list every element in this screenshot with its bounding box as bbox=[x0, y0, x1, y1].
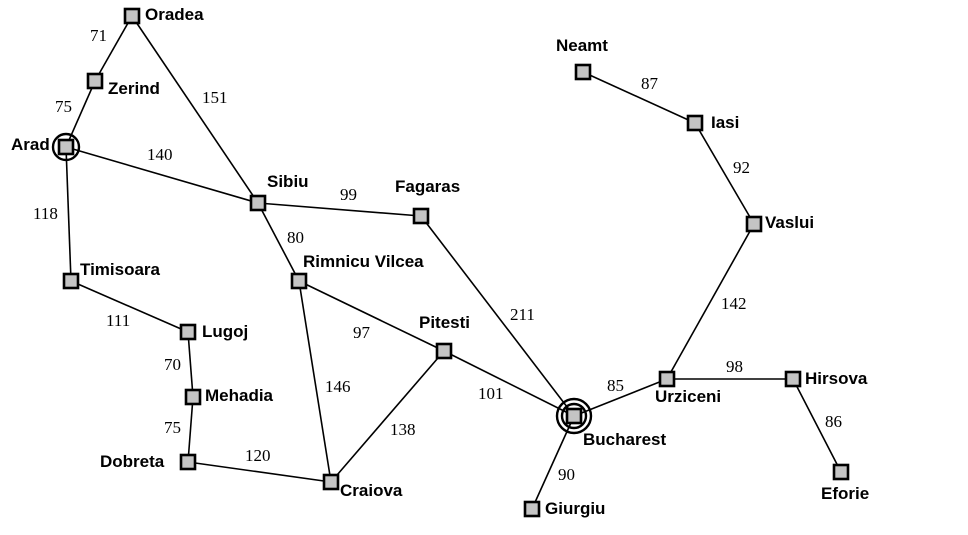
road-sibiu-rimnicu bbox=[257, 202, 300, 282]
distance-timisoara-lugoj: 111 bbox=[106, 311, 130, 330]
start-marker-arad bbox=[51, 132, 81, 162]
node-rimnicu[interactable] bbox=[290, 272, 308, 290]
city-label-iasi: Iasi bbox=[711, 113, 739, 132]
city-label-fagaras: Fagaras bbox=[395, 177, 460, 196]
node-dobreta[interactable] bbox=[179, 453, 197, 471]
city-label-pitesti: Pitesti bbox=[419, 313, 470, 332]
distance-labels: 71 75 151 140 118 111 70 75 120 99 80 97… bbox=[33, 26, 842, 484]
distance-rimnicu-pitesti: 97 bbox=[353, 323, 371, 342]
distance-oradea-zerind: 71 bbox=[90, 26, 107, 45]
distance-sibiu-rimnicu: 80 bbox=[287, 228, 304, 247]
node-neamt[interactable] bbox=[574, 63, 592, 81]
node-zerind[interactable] bbox=[86, 72, 104, 90]
distance-bucharest-giurgiu: 90 bbox=[558, 465, 575, 484]
distance-craiova-pitesti: 138 bbox=[390, 420, 416, 439]
distance-urziceni-hirsova: 98 bbox=[726, 357, 743, 376]
city-label-arad: Arad bbox=[11, 135, 50, 154]
city-label-eforie: Eforie bbox=[821, 484, 869, 503]
road-rimnicu-craiova bbox=[298, 280, 332, 483]
distance-hirsova-eforie: 86 bbox=[825, 412, 842, 431]
road-craiova-pitesti bbox=[330, 350, 445, 483]
road-timisoara-lugoj bbox=[70, 280, 189, 333]
node-oradea[interactable] bbox=[123, 7, 141, 25]
city-label-dobreta: Dobreta bbox=[100, 452, 165, 471]
node-vaslui[interactable] bbox=[745, 215, 763, 233]
road-urziceni-vaslui bbox=[666, 223, 755, 380]
road-rimnicu-pitesti bbox=[298, 280, 445, 352]
node-fagaras[interactable] bbox=[412, 207, 430, 225]
city-label-sibiu: Sibiu bbox=[267, 172, 309, 191]
city-label-zerind: Zerind bbox=[108, 79, 160, 98]
city-label-oradea: Oradea bbox=[145, 5, 204, 24]
roads bbox=[65, 15, 842, 510]
distance-rimnicu-craiova: 146 bbox=[325, 377, 351, 396]
distance-iasi-neamt: 87 bbox=[641, 74, 659, 93]
node-sibiu[interactable] bbox=[249, 194, 267, 212]
city-label-bucharest: Bucharest bbox=[583, 430, 666, 449]
node-craiova[interactable] bbox=[322, 473, 340, 491]
city-labels: Oradea Zerind Arad Timisoara Lugoj Mehad… bbox=[11, 5, 869, 518]
distance-arad-timisoara: 118 bbox=[33, 204, 58, 223]
road-arad-timisoara bbox=[65, 146, 72, 282]
road-lugoj-mehadia bbox=[187, 331, 194, 398]
city-label-mehadia: Mehadia bbox=[205, 386, 274, 405]
road-oradea-zerind bbox=[94, 15, 133, 82]
road-vaslui-iasi bbox=[694, 122, 755, 225]
distance-arad-sibiu: 140 bbox=[147, 145, 173, 164]
road-oradea-sibiu bbox=[131, 15, 259, 204]
node-eforie[interactable] bbox=[832, 463, 850, 481]
node-urziceni[interactable] bbox=[658, 370, 676, 388]
node-bucharest[interactable] bbox=[565, 407, 583, 425]
goal-marker-bucharest-inner bbox=[560, 402, 588, 430]
city-label-craiova: Craiova bbox=[340, 481, 403, 500]
node-iasi[interactable] bbox=[686, 114, 704, 132]
goal-marker-bucharest-outer bbox=[555, 397, 593, 435]
city-label-timisoara: Timisoara bbox=[80, 260, 161, 279]
road-mehadia-dobreta bbox=[187, 396, 194, 463]
road-fagaras-bucharest bbox=[420, 215, 575, 417]
highlight-rings bbox=[51, 132, 593, 435]
node-pitesti[interactable] bbox=[435, 342, 453, 360]
road-dobreta-craiova bbox=[187, 461, 332, 483]
city-label-lugoj: Lugoj bbox=[202, 322, 248, 341]
road-sibiu-fagaras bbox=[257, 202, 422, 217]
road-pitesti-bucharest bbox=[443, 350, 575, 417]
distance-dobreta-craiova: 120 bbox=[245, 446, 271, 465]
distance-urziceni-vaslui: 142 bbox=[721, 294, 747, 313]
distance-oradea-sibiu: 151 bbox=[202, 88, 228, 107]
node-giurgiu[interactable] bbox=[523, 500, 541, 518]
node-mehadia[interactable] bbox=[184, 388, 202, 406]
node-lugoj[interactable] bbox=[179, 323, 197, 341]
road-arad-sibiu bbox=[65, 146, 259, 204]
road-iasi-neamt bbox=[582, 71, 696, 124]
road-hirsova-eforie bbox=[792, 378, 842, 473]
city-label-rimnicu: Rimnicu Vilcea bbox=[303, 252, 424, 271]
node-arad[interactable] bbox=[57, 138, 75, 156]
city-label-hirsova: Hirsova bbox=[805, 369, 868, 388]
node-timisoara[interactable] bbox=[62, 272, 80, 290]
city-label-urziceni: Urziceni bbox=[655, 387, 721, 406]
distance-lugoj-mehadia: 70 bbox=[164, 355, 181, 374]
city-label-vaslui: Vaslui bbox=[765, 213, 814, 232]
road-bucharest-giurgiu bbox=[531, 415, 575, 510]
node-hirsova[interactable] bbox=[784, 370, 802, 388]
city-label-giurgiu: Giurgiu bbox=[545, 499, 605, 518]
distance-mehadia-dobreta: 75 bbox=[164, 418, 181, 437]
distance-fagaras-bucharest: 211 bbox=[510, 305, 535, 324]
city-nodes bbox=[57, 7, 850, 518]
city-label-neamt: Neamt bbox=[556, 36, 608, 55]
distance-bucharest-urziceni: 85 bbox=[607, 376, 624, 395]
distance-vaslui-iasi: 92 bbox=[733, 158, 750, 177]
distance-pitesti-bucharest: 101 bbox=[478, 384, 504, 403]
distance-sibiu-fagaras: 99 bbox=[340, 185, 357, 204]
distance-zerind-arad: 75 bbox=[55, 97, 72, 116]
